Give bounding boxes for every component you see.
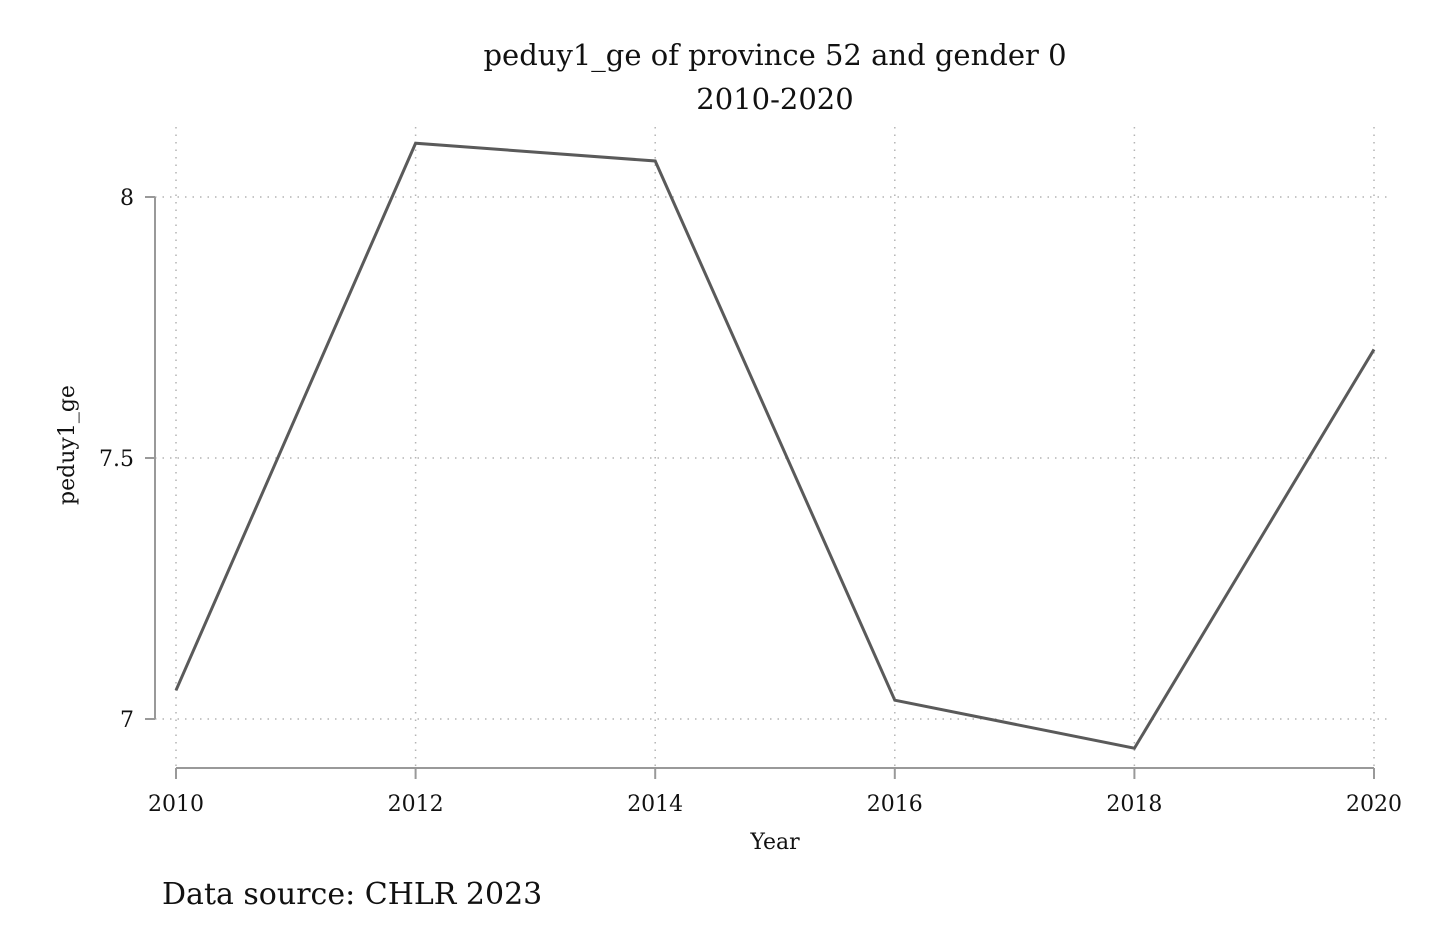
chart-title: peduy1_ge of province 52 and gender 0 bbox=[483, 38, 1066, 73]
x-axis-title: Year bbox=[749, 830, 800, 855]
series-line-0 bbox=[174, 141, 1376, 750]
x-tick-label-2020: 2020 bbox=[1346, 792, 1402, 817]
grid bbox=[155, 127, 1392, 768]
chart-subtitle: 2010-2020 bbox=[696, 82, 853, 116]
x-tick-label-2012: 2012 bbox=[388, 792, 444, 817]
data-source-note: Data source: CHLR 2023 bbox=[162, 877, 542, 912]
x-tick-label-2018: 2018 bbox=[1106, 792, 1162, 817]
x-tick-label-2016: 2016 bbox=[867, 792, 923, 817]
x-tick-label-2014: 2014 bbox=[627, 792, 683, 817]
x-tick-label-2010: 2010 bbox=[148, 792, 204, 817]
axes: 7 7.5 8 2010 2012 2014 2016 2018 2020 bbox=[99, 186, 1402, 817]
series-layer bbox=[174, 141, 1376, 750]
y-tick-label-7: 7 bbox=[120, 708, 134, 733]
y-tick-label-8: 8 bbox=[120, 186, 134, 211]
y-axis-title: peduy1_ge bbox=[55, 385, 80, 505]
y-tick-label-7.5: 7.5 bbox=[99, 447, 134, 472]
